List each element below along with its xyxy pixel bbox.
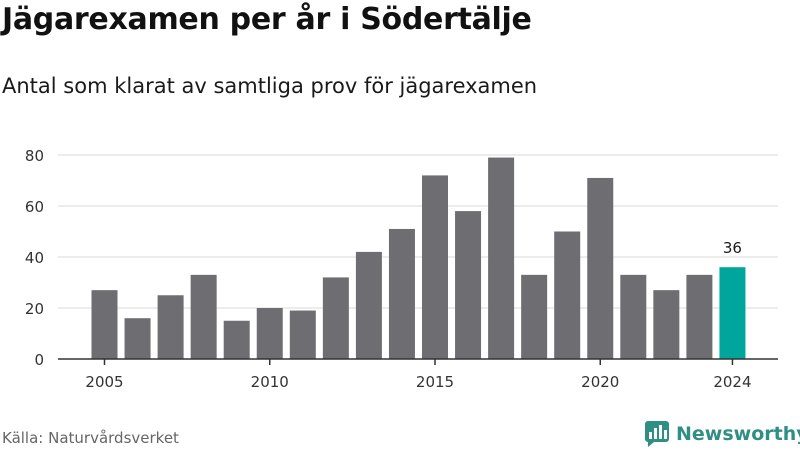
data-labels: 36 <box>723 239 742 257</box>
bar-2010 <box>256 308 283 359</box>
bar-2007 <box>157 295 184 359</box>
bar-2013 <box>355 251 382 359</box>
chart-title: Jägarexamen per år i Södertälje <box>2 2 532 37</box>
y-tick-label: 40 <box>25 249 44 267</box>
x-tick-label: 2005 <box>85 373 123 391</box>
bar-2017 <box>488 157 515 359</box>
newsworthy-logo-text: Newsworthy <box>676 423 800 445</box>
newsworthy-logo: Newsworthy <box>644 420 800 448</box>
bar-2018 <box>521 274 548 359</box>
bar-2021 <box>620 274 647 359</box>
bars <box>91 157 746 359</box>
x-tick-label: 2020 <box>581 373 619 391</box>
bar-2019 <box>554 231 581 359</box>
bar-2015 <box>422 175 448 359</box>
bar-2020 <box>587 177 614 359</box>
bar-2012 <box>322 277 349 359</box>
chart-subtitle: Antal som klarat av samtliga prov för jä… <box>2 74 538 98</box>
bar-2008 <box>190 274 217 359</box>
bar-2024 <box>719 267 746 359</box>
y-tick-label: 0 <box>34 351 44 369</box>
bar-2016 <box>455 211 482 359</box>
newsworthy-logo-icon <box>645 421 669 447</box>
bar-2011 <box>289 310 316 359</box>
bar-2006 <box>124 318 151 359</box>
x-tick-label: 2024 <box>713 373 751 391</box>
bar-2014 <box>388 228 415 359</box>
y-axis-ticks: 0 20 40 60 80 <box>25 147 44 369</box>
x-axis-ticks: 2005 2010 2015 2020 2024 <box>85 359 752 391</box>
x-tick-label: 2010 <box>251 373 289 391</box>
bar-2009 <box>223 320 250 359</box>
y-tick-label: 60 <box>25 198 44 216</box>
y-tick-label: 20 <box>25 300 44 318</box>
data-label-2024: 36 <box>723 239 742 257</box>
y-tick-label: 80 <box>25 147 44 165</box>
gridlines <box>58 154 778 309</box>
bar-2005 <box>91 290 118 359</box>
source-note: Källa: Naturvårdsverket <box>2 429 179 447</box>
bar-2023 <box>686 274 713 359</box>
bar-2022 <box>653 290 680 359</box>
x-tick-label: 2015 <box>416 373 454 391</box>
